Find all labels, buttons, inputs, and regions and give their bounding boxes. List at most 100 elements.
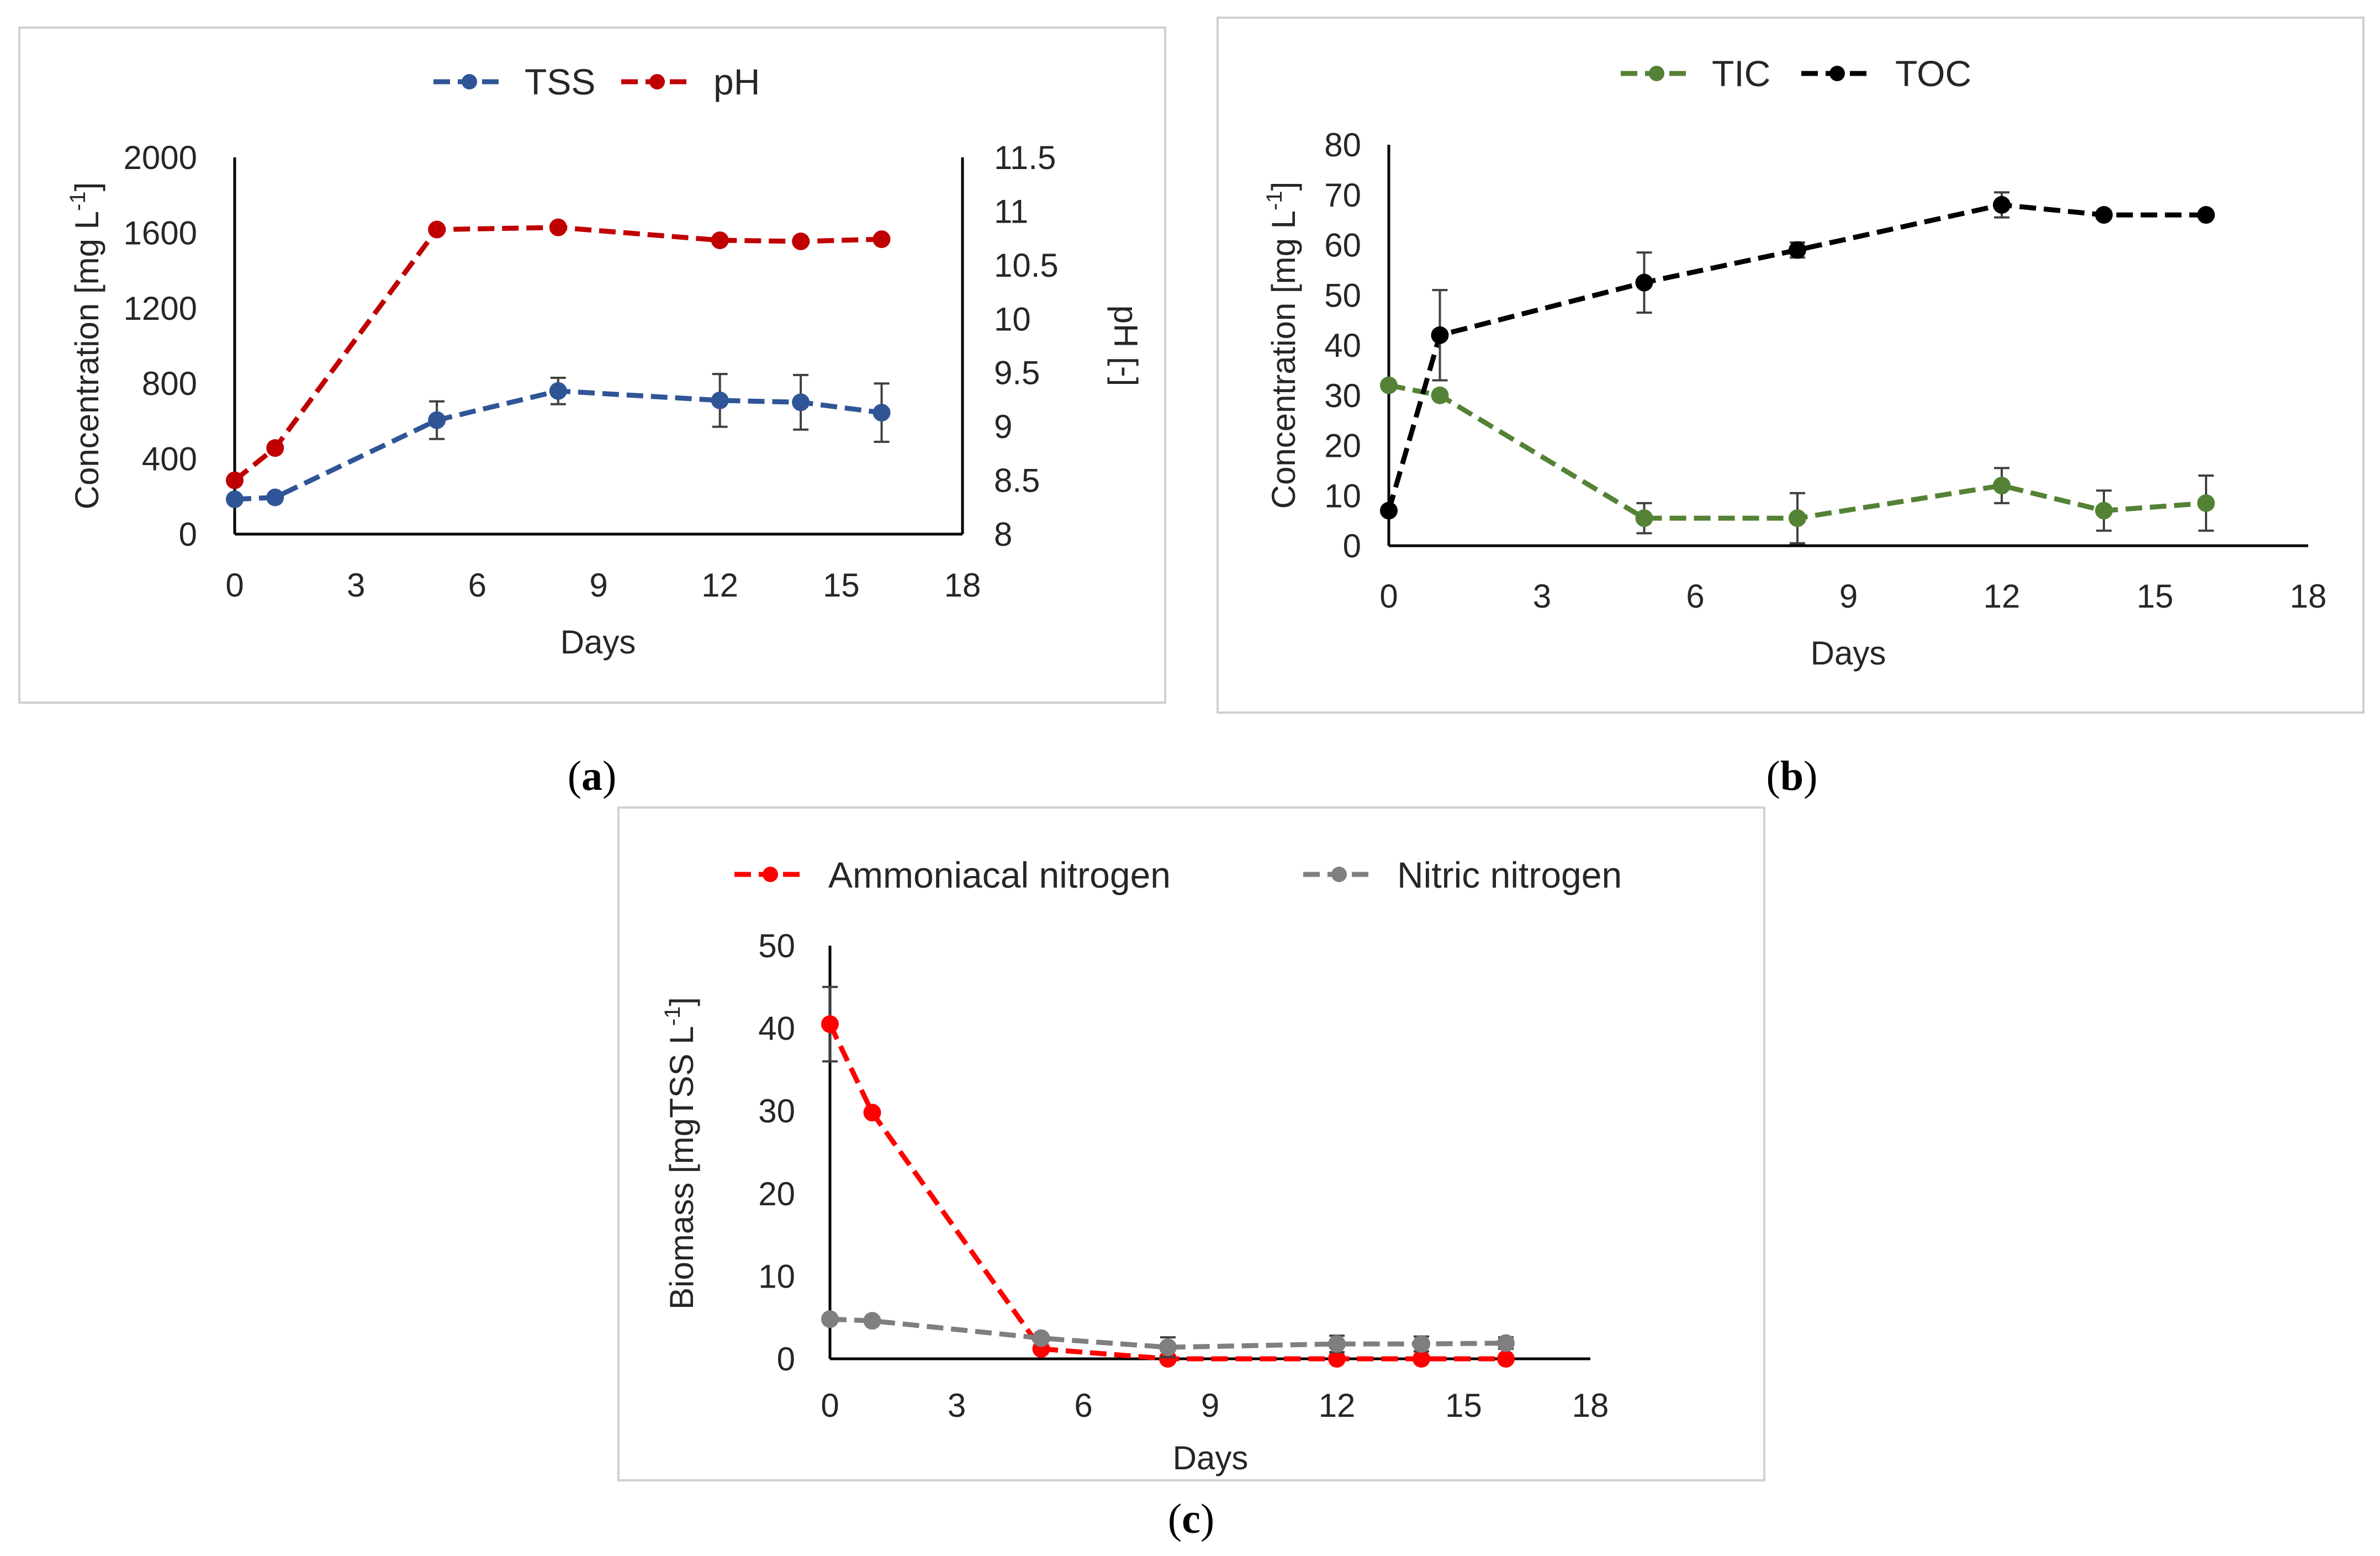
- panel-c-y-tick-label: 10: [758, 1258, 795, 1295]
- panel-b-y-tick-label: 10: [1324, 477, 1361, 514]
- panel-c-x-tick-label: 3: [948, 1387, 966, 1424]
- legend-nitric-label: Nitric nitrogen: [1397, 855, 1622, 895]
- panel-a-y-tick-label: 2000: [124, 139, 197, 176]
- panel-b: TIC TOC 0 3 6 9 12 15 18 0 10 20 30 40 50 60 70 80 Days…: [1217, 17, 2365, 714]
- panel-b-x-tick-label: 6: [1686, 578, 1704, 615]
- panel-c-nitric-nitrogen-point: [1497, 1334, 1515, 1352]
- panel-b-x-tick-label: 9: [1839, 578, 1858, 615]
- panel-b-toc-point: [1789, 241, 1806, 259]
- panel-b-y-tick-label: 20: [1324, 428, 1361, 465]
- panel-a-y-tick-label: 400: [142, 441, 197, 478]
- panel-b-tic-point: [1431, 386, 1449, 404]
- panel-c-y-title-main: Biomass [mgTSS L: [663, 1026, 700, 1310]
- panel-a-y-tick-label: 1600: [124, 214, 197, 251]
- panel-a-x-tick-label: 0: [225, 567, 244, 604]
- panel-c-ammoniacal-nitrogen-point: [1413, 1350, 1430, 1368]
- panel-c-y-title-sup: -1: [660, 1006, 685, 1026]
- legend-ammoniacal-label: Ammoniacal nitrogen: [828, 855, 1171, 895]
- panel-a-y2-title: pH [-]: [1107, 305, 1144, 387]
- caption-c-letter: c: [1182, 1496, 1200, 1542]
- panel-c-y-title-close: ]: [663, 997, 700, 1006]
- panel-b-toc-point: [2095, 206, 2113, 224]
- panel-c-y-tick-label: 30: [758, 1093, 795, 1130]
- panel-b-x-title: Days: [1811, 635, 1886, 672]
- panel-a-y-title: Concentration [mg L-1]: [66, 182, 105, 510]
- legend-nitric-marker: [1331, 867, 1347, 882]
- panel-a-y-title-close: ]: [68, 182, 105, 192]
- panel-a-x-tick-label: 18: [944, 567, 981, 604]
- panel-a-x-tick-label: 3: [347, 567, 365, 604]
- panel-b-x-tick-label: 12: [1984, 578, 2021, 615]
- panel-b-y-tick-label: 80: [1324, 126, 1361, 163]
- panel-b-y-title-close: ]: [1265, 182, 1302, 191]
- panel-c-y-tick-label: 0: [777, 1341, 795, 1378]
- panel-b-y-tick-label: 60: [1324, 227, 1361, 264]
- legend-ph-marker: [649, 74, 665, 89]
- panel-a-y2-tick-label: 8.5: [994, 462, 1040, 499]
- panel-a-x-tick-label: 12: [701, 567, 738, 604]
- panel-b-y-title-sup: -1: [1262, 191, 1287, 210]
- panel-a-y-title-main: Concentration [mg L: [68, 211, 105, 509]
- panel-a-y2-tick-label: 10: [994, 300, 1031, 337]
- panel-c-plot: [821, 985, 1515, 1368]
- panel-a-tss-point: [266, 488, 284, 507]
- panel-c-x-tick-label: 6: [1074, 1387, 1092, 1424]
- caption-b: (b): [1767, 753, 1818, 799]
- panel-a-x-tick-label: 9: [589, 567, 607, 604]
- panel-a-tss-point: [792, 393, 810, 412]
- panel-c-legend: Ammoniacal nitrogen Nitric nitrogen: [734, 855, 1622, 895]
- panel-b-toc-point: [1380, 502, 1398, 520]
- panel-a-ticks: 0 3 6 9 12 15 18 0 400 800 1200 1600 2000 8 8.5 9 9.5 10 1…: [124, 139, 1059, 604]
- legend-tic-marker: [1649, 66, 1664, 81]
- panel-a-plot: [226, 218, 891, 508]
- panel-c-x-tick-label: 15: [1445, 1387, 1482, 1424]
- panel-b-plot: [1380, 191, 2215, 545]
- legend-toc-label: TOC: [1895, 53, 1971, 94]
- panel-b-x-tick-label: 18: [2290, 578, 2327, 615]
- panel-b-toc-point: [1635, 273, 1653, 292]
- panel-a-x-tick-label: 6: [468, 567, 486, 604]
- panel-a-ph-point: [226, 471, 244, 489]
- panel-b-y-title: Concentration [mg L-1]: [1262, 182, 1302, 509]
- panel-c-nitric-nitrogen-point: [863, 1312, 881, 1330]
- panel-b-tic-point: [1635, 509, 1653, 528]
- panel-c: Ammoniacal nitrogen Nitric nitrogen 0 3 6 9…: [617, 806, 1765, 1481]
- panel-a-y-tick-label: 1200: [124, 290, 197, 327]
- panel-a-tss-point: [711, 391, 729, 409]
- panel-b-frame: [1217, 17, 2365, 714]
- panel-c-nitric-nitrogen-point: [1159, 1338, 1177, 1357]
- panel-c-nitric-nitrogen-point: [1413, 1335, 1430, 1353]
- panel-b-toc-point: [1993, 196, 2011, 214]
- panel-c-ammoniacal-nitrogen-point: [1497, 1350, 1515, 1368]
- legend-tic-label: TIC: [1712, 53, 1770, 94]
- panel-a-ph-point: [711, 231, 729, 250]
- panel-a-y2-tick-label: 11.5: [994, 139, 1056, 176]
- caption-b-letter: b: [1780, 753, 1803, 799]
- panel-a-tss-point: [549, 382, 567, 400]
- panel-c-ammoniacal-nitrogen-point: [863, 1104, 881, 1122]
- panel-a-x-tick-label: 15: [823, 567, 860, 604]
- panel-a-y2-tick-label: 9.5: [994, 355, 1040, 392]
- panel-b-y-title-main: Concentration [mg L: [1265, 210, 1302, 509]
- panel-c-y-tick-label: 50: [758, 927, 795, 964]
- panel-a-y2-tick-label: 10.5: [994, 247, 1059, 284]
- panel-b-y-tick-label: 50: [1324, 277, 1361, 314]
- panel-c-x-tick-label: 9: [1201, 1387, 1219, 1424]
- panel-b-toc-point: [2197, 206, 2215, 224]
- legend-tss-label: TSS: [525, 61, 595, 102]
- panel-b-y-tick-label: 30: [1324, 377, 1361, 414]
- panel-a-tss-point: [428, 411, 446, 429]
- panel-c-x-tick-label: 18: [1572, 1387, 1609, 1424]
- panel-b-y-tick-label: 40: [1324, 327, 1361, 364]
- panel-a-tss-point: [226, 490, 244, 508]
- panel-b-toc-point: [1431, 326, 1449, 344]
- panel-a-y-tick-label: 800: [142, 365, 197, 402]
- panel-b-tic-point: [1380, 376, 1398, 394]
- panel-a-y-title-sup: -1: [66, 191, 90, 211]
- legend-ph-label: pH: [713, 61, 760, 102]
- panel-a-y2-tick-label: 11: [994, 193, 1028, 230]
- panel-b-y-tick-label: 70: [1324, 177, 1361, 214]
- panel-b-axes: [1387, 145, 2308, 547]
- panel-a-ph-point: [549, 218, 567, 236]
